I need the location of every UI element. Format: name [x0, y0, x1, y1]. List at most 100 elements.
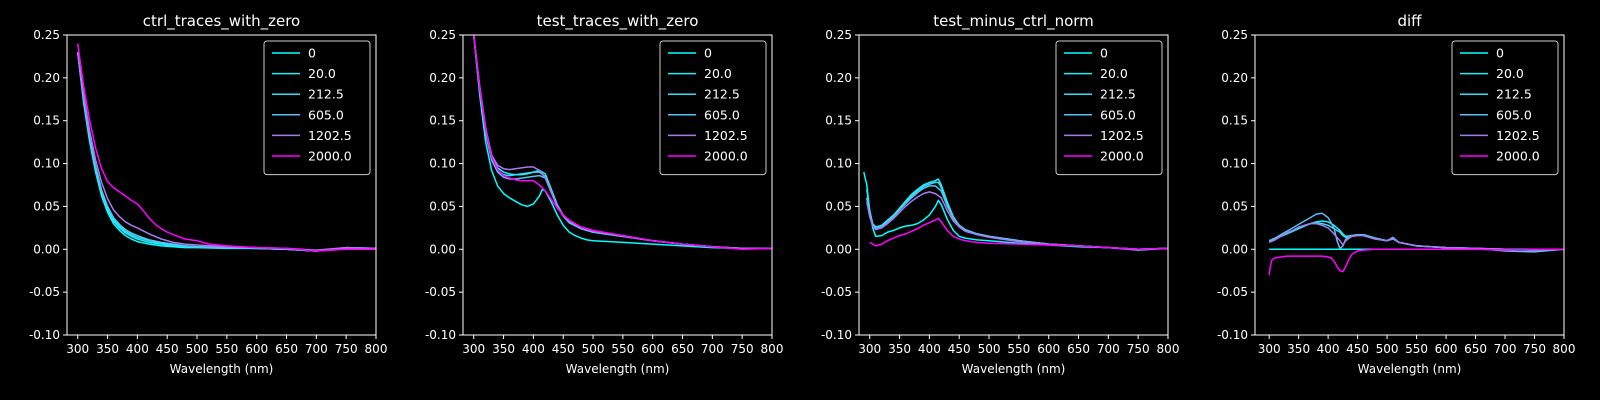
x-tick-label: 600 [1435, 342, 1458, 356]
series-group [1268, 212, 1564, 276]
x-tick-label: 300 [858, 342, 881, 356]
chart-title: test_traces_with_zero [537, 12, 699, 31]
x-tick-label: 550 [1007, 342, 1030, 356]
y-tick-label: 0.15 [429, 114, 456, 128]
axes-frame [858, 34, 1169, 336]
y-tick-label: -0.05 [29, 285, 60, 299]
y-tick-label: 0.10 [33, 157, 60, 171]
legend-entry: 212.5 [704, 87, 740, 102]
x-tick-label: 500 [978, 342, 1001, 356]
legend-entry: 605.0 [1496, 107, 1532, 122]
legend-entry: 212.5 [1100, 87, 1136, 102]
chart-panel-3: test_minus_ctrl_norm 300 350 400 450 500 550 60… [821, 12, 1180, 376]
chart-title: ctrl_traces_with_zero [143, 12, 300, 31]
legend-entry: 20.0 [1100, 66, 1128, 81]
y-tick-label: -0.10 [29, 328, 60, 342]
legend-entry: 20.0 [308, 66, 336, 81]
x-tick-label: 750 [731, 342, 754, 356]
y-tick-label: 0.25 [33, 28, 60, 42]
x-tick-label: 600 [641, 342, 664, 356]
x-tick-label: 700 [1097, 342, 1120, 356]
y-tick-label: 0.05 [825, 199, 852, 213]
y-tick-label: -0.10 [1217, 328, 1248, 342]
legend-entry: 1202.5 [1496, 128, 1540, 143]
y-tick-label: 0.20 [33, 71, 60, 85]
x-tick-label: 500 [1376, 342, 1399, 356]
x-tick-label: 800 [761, 342, 784, 356]
legend-box [1055, 40, 1163, 176]
y-tick-label: -0.05 [425, 285, 456, 299]
x-axis-label: Wavelength (nm) [566, 362, 670, 376]
series-line [866, 191, 1168, 251]
x-tick-label: 500 [186, 342, 209, 356]
legend-entry: 2000.0 [704, 149, 748, 164]
y-tick-label: -0.05 [1217, 285, 1248, 299]
chart-panel-4: diff 300 350 400 450 500 550 600 650 700 750 800 -0.… [1217, 12, 1576, 376]
y-tick-label: 0.00 [429, 242, 456, 256]
x-tick-label: 350 [96, 342, 119, 356]
series-line [76, 52, 376, 252]
y-tick-label: 0.25 [429, 28, 456, 42]
series-group [76, 43, 376, 252]
x-tick-label: 300 [462, 342, 485, 356]
y-tick-label: 0.00 [33, 242, 60, 256]
x-tick-label: 600 [1037, 342, 1060, 356]
y-tick-label: 0.15 [825, 114, 852, 128]
x-axis-label: Wavelength (nm) [1358, 362, 1462, 376]
x-tick-label: 300 [1258, 342, 1281, 356]
x-tick-label: 700 [701, 342, 724, 356]
x-tick-label: 650 [1464, 342, 1487, 356]
chart-panel-2: test_traces_with_zero 300 350 400 450 500 550 6… [425, 12, 784, 376]
series-line [472, 35, 772, 251]
y-tick-label: 0.15 [33, 114, 60, 128]
legend-entry: 605.0 [1100, 107, 1136, 122]
x-tick-label: 450 [948, 342, 971, 356]
legend-entry: 0 [1100, 46, 1108, 61]
x-tick-label: 450 [156, 342, 179, 356]
axes-frame [66, 34, 377, 336]
x-tick-label: 650 [1067, 342, 1090, 356]
legend-entry: 20.0 [1496, 66, 1524, 81]
legend: 0 20.0 212.5 605.0 1202.5 2000.0 [1055, 40, 1163, 176]
x-tick-label: 600 [245, 342, 268, 356]
y-tick-label: -0.10 [425, 328, 456, 342]
axes-frame [1254, 34, 1565, 336]
x-tick-label: 800 [1157, 342, 1180, 356]
chart-panel-1: ctrl_traces_with_zero 300 350 400 450 500 550 6… [29, 12, 388, 376]
legend-entry: 1202.5 [704, 128, 748, 143]
y-tick-label: 0.25 [1221, 28, 1248, 42]
axes-frame [462, 34, 773, 336]
legend: 0 20.0 212.5 605.0 1202.5 2000.0 [659, 40, 767, 176]
legend-entry: 20.0 [704, 66, 732, 81]
series-group [863, 171, 1168, 251]
y-tick-label: 0.05 [33, 199, 60, 213]
y-tick-label: 0.15 [1221, 114, 1248, 128]
y-tick-label: 0.20 [825, 71, 852, 85]
legend-entry: 2000.0 [1496, 149, 1540, 164]
legend-entry: 0 [308, 46, 316, 61]
y-tick-label: -0.05 [821, 285, 852, 299]
series-line [869, 217, 1168, 251]
y-tick-label: 0.20 [429, 71, 456, 85]
legend-entry: 2000.0 [1100, 149, 1144, 164]
series-line [76, 43, 376, 252]
x-tick-label: 550 [215, 342, 238, 356]
legend-entry: 0 [1496, 46, 1504, 61]
series-line [1268, 222, 1564, 251]
legend: 0 20.0 212.5 605.0 1202.5 2000.0 [1451, 40, 1559, 176]
y-tick-label: 0.20 [1221, 71, 1248, 85]
chart-title: test_minus_ctrl_norm [933, 12, 1094, 31]
legend-entry: 2000.0 [308, 149, 352, 164]
legend-entry: 605.0 [308, 107, 344, 122]
x-tick-label: 700 [1494, 342, 1517, 356]
legend-box [659, 40, 767, 176]
legend: 0 20.0 212.5 605.0 1202.5 2000.0 [263, 40, 371, 176]
x-tick-label: 350 [492, 342, 515, 356]
x-tick-label: 450 [552, 342, 575, 356]
legend-entry: 0 [704, 46, 712, 61]
y-tick-label: 0.10 [1221, 157, 1248, 171]
x-tick-label: 550 [611, 342, 634, 356]
x-tick-label: 300 [66, 342, 89, 356]
legend-entry: 1202.5 [1100, 128, 1144, 143]
